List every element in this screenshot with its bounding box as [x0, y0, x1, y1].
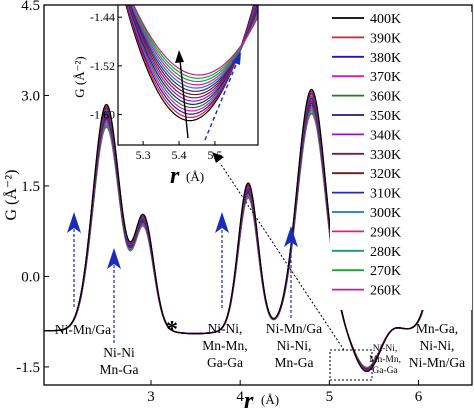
inset-trend-arrow-black	[179, 59, 189, 139]
inset-trend-arrowhead-black	[175, 50, 184, 63]
peak-annotation-label: Ni-Mn/Ga	[409, 355, 465, 370]
legend-label: 260K	[370, 284, 401, 299]
arrow-peak-4	[215, 212, 229, 308]
inset-x-ticks: 5.3 5.4 5.5	[136, 141, 222, 162]
inset-trend-arrow-blue	[204, 59, 239, 141]
peak-annotation-label: Mn-Ga	[275, 355, 314, 370]
main-curves	[44, 73, 472, 373]
peak-annotation-label: Ni-Mn/Ga	[266, 321, 322, 336]
zoom-connector-arrowhead	[212, 152, 224, 163]
peak-annotation-label: Ni-Ni,	[277, 338, 312, 353]
peak-annotation-label: Ga-Ga	[207, 355, 243, 370]
inset-y-axis-label: G (Å⁻²)	[72, 56, 87, 97]
peak-annotation-label: *	[166, 317, 178, 343]
legend-label: 310K	[370, 187, 401, 202]
legend-label: 340K	[370, 128, 401, 143]
peak-annotation-label: Mn-Mn,	[369, 355, 401, 365]
legend-label: 270K	[370, 264, 401, 279]
inset-x-tick-label: 5.5	[207, 148, 222, 162]
inset-series-line	[132, 5, 258, 79]
main-x-axis-label: r	[244, 388, 254, 412]
legend-label: 380K	[370, 51, 401, 66]
y-tick-label: 0.0	[21, 269, 40, 285]
inset-trend-arrowhead-blue	[232, 52, 241, 65]
legend: 400K 390K 380K 370K 360K 350K 340K 330K 320K 310K…	[330, 12, 472, 310]
zoom-box	[329, 349, 373, 381]
legend-background	[330, 12, 472, 310]
x-tick-label: 3	[147, 389, 155, 405]
x-tick-label: 6	[415, 389, 423, 405]
peak-annotation-label: Ga-Ga	[372, 366, 398, 376]
legend-label: 280K	[370, 245, 401, 260]
inset-y-tick-label: -1.52	[90, 59, 115, 73]
peak-annotation-label: Ni-Ni,	[373, 344, 398, 354]
peak-annotation-label: Mn-Ga,	[416, 321, 458, 336]
zoom-connector	[219, 162, 345, 351]
arrow-peak-1	[67, 212, 81, 307]
legend-label: 300K	[370, 206, 401, 221]
y-tick-label: -1.5	[16, 360, 40, 376]
inset-series-line	[131, 5, 258, 86]
main-x-axis-unit: (Å)	[261, 392, 279, 407]
x-tick-label: 5	[326, 389, 334, 405]
inset-plot: -1.60 -1.52 -1.44 5.3 5.4 5.5 G (Å⁻²) r (Å)	[72, 4, 259, 189]
legend-label: 320K	[370, 167, 401, 182]
peak-annotation-label: Mn-Mn,	[202, 338, 247, 353]
legend-label: 330K	[370, 148, 401, 163]
inset-series-line	[132, 5, 258, 83]
inset-x-axis-unit: (Å)	[186, 169, 204, 184]
inset-y-tick-label: -1.60	[90, 108, 115, 122]
y-tick-label: 4.5	[21, 0, 40, 14]
zoom-indicator	[212, 152, 373, 381]
legend-label: 350K	[370, 109, 401, 124]
inset-y-tick-label: -1.44	[90, 10, 115, 24]
main-y-ticks: -1.5 0.0 1.5 3.0 4.5	[16, 0, 49, 376]
legend-label: 400K	[370, 12, 401, 27]
y-tick-label: 1.5	[21, 179, 40, 195]
main-series-line	[44, 73, 472, 373]
main-y-axis-label: G (Å⁻²)	[2, 169, 20, 220]
inset-x-tick-label: 5.4	[172, 148, 187, 162]
main-x-ticks: 3 4 5 6	[147, 380, 423, 405]
peak-annotation-label: Ni-Ni,	[208, 321, 243, 336]
inset-y-ticks: -1.60 -1.52 -1.44	[90, 10, 122, 122]
legend-label: 290K	[370, 225, 401, 240]
inset-x-tick-label: 5.3	[136, 148, 151, 162]
arrow-peak-2	[107, 248, 121, 343]
inset-series-line	[133, 5, 258, 76]
inset-frame	[117, 4, 259, 146]
peak-annotation-label: Ni-Ni	[103, 345, 135, 360]
legend-label: 390K	[370, 31, 401, 46]
arrow-peak-5	[284, 226, 298, 318]
inset-x-axis-label: r	[170, 163, 180, 189]
x-tick-label: 4	[236, 389, 244, 405]
peak-annotation-label: Ni-Mn/Ga	[55, 322, 111, 337]
legend-label: 360K	[370, 90, 401, 105]
legend-label: 370K	[370, 70, 401, 85]
inset-series-line	[130, 5, 258, 89]
peak-annotation-label: Ni-Ni,	[420, 338, 455, 353]
y-tick-label: 3.0	[21, 88, 40, 104]
peak-annotation-label: Mn-Ga	[100, 362, 139, 377]
